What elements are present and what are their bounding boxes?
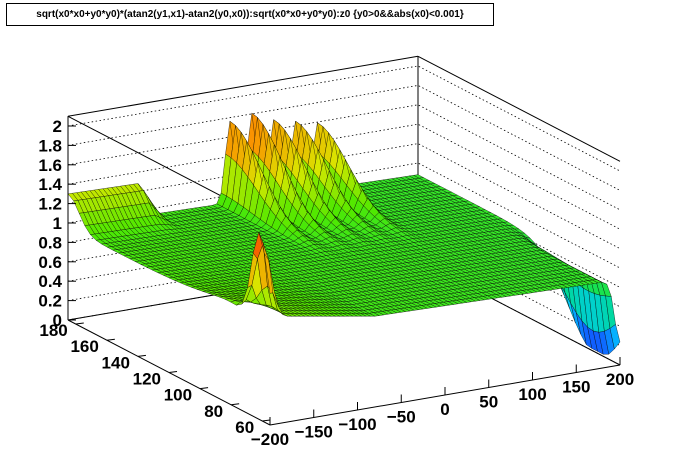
z-tick-label: 0.6	[38, 253, 62, 272]
z-tick-label: 2	[53, 117, 62, 136]
x-tick-label: −150	[295, 423, 333, 442]
y-tick-label: 60	[235, 418, 254, 437]
z-tick-label: 1.2	[38, 195, 62, 214]
y-tick	[231, 403, 240, 406]
x-tick-label: 150	[562, 378, 590, 397]
z-tick-label: 1	[53, 214, 62, 233]
y-tick	[75, 322, 84, 325]
surface-cell	[609, 324, 621, 350]
y-tick	[137, 354, 146, 357]
y-tick-label: 160	[70, 337, 98, 356]
x-tick-label: −200	[251, 430, 289, 449]
z-tick-label: 1.8	[38, 136, 62, 155]
z-tick-label: 1.4	[38, 175, 62, 194]
z-axis: 00.20.40.60.811.21.41.61.82	[38, 116, 76, 330]
y-tick	[200, 387, 209, 390]
chart-title: sqrt(x0*x0+y0*y0)*(atan2(y1,x1)-atan2(y0…	[36, 9, 464, 20]
z-tick-label: 0	[53, 311, 62, 330]
surface-mesh	[67, 112, 621, 355]
y-tick	[262, 419, 271, 422]
y-tick-label: 100	[164, 386, 192, 405]
y-tick	[168, 371, 178, 373]
x-tick-label: −100	[338, 415, 376, 434]
y-tick-label: 80	[204, 402, 223, 421]
y-tick-label: 180	[39, 321, 67, 340]
z-tick-label: 1.6	[38, 156, 62, 175]
x-tick-label: 0	[440, 400, 449, 419]
z-tick-label: 0.2	[38, 292, 62, 311]
x-tick-label: −50	[387, 408, 416, 427]
z-tick-label: 0.4	[38, 272, 62, 291]
y-tick-label: 120	[133, 370, 161, 389]
x-tick-label: 200	[606, 370, 634, 389]
y-tick-label: 140	[102, 353, 130, 372]
x-axis: −200 −150 −100 −50 0 50 100 150 200	[251, 357, 634, 449]
z-tick-label: 0.8	[38, 233, 62, 252]
y-tick	[106, 338, 115, 341]
x-tick-label: 50	[479, 393, 498, 412]
x-tick-label: 100	[518, 385, 546, 404]
frame-edge	[67, 55, 419, 117]
frame-edge	[417, 55, 621, 162]
chart-title-box: sqrt(x0*x0+y0*y0)*(atan2(y1,x1)-atan2(y0…	[6, 3, 494, 26]
